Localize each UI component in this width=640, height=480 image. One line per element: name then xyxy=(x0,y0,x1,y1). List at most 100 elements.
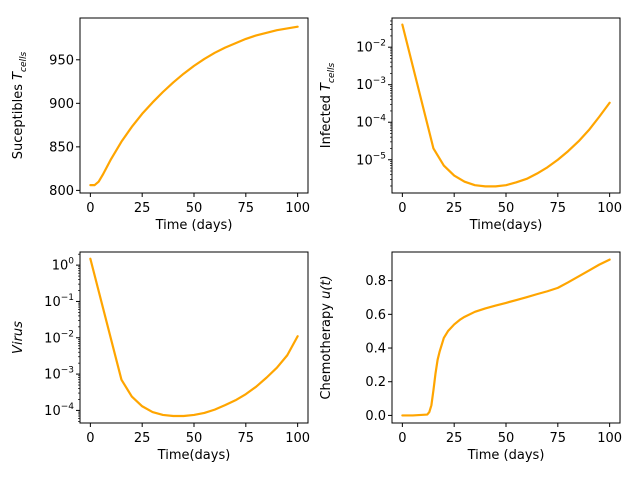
chemotherapy-data-point xyxy=(439,350,441,352)
virus-x-tick-label: 25 xyxy=(134,431,151,446)
infected-series-line xyxy=(401,23,611,188)
infected-data-point xyxy=(505,184,507,186)
virus-data-point xyxy=(120,379,122,381)
chemotherapy-axes-frame xyxy=(391,251,621,424)
chemotherapy-y-axis-label: Chemotherapy u(t) xyxy=(319,275,334,399)
virus-y-tick-label: 10−1 xyxy=(44,293,74,310)
chemotherapy-data-point xyxy=(495,304,497,306)
virus-data-point xyxy=(255,386,257,388)
infected-x-tick-label: 75 xyxy=(550,201,567,216)
susceptibles-data-point xyxy=(265,32,267,34)
chemotherapy-data-point xyxy=(526,296,528,298)
infected-data-point xyxy=(432,147,434,149)
virus-x-tick-label: 50 xyxy=(186,431,203,446)
virus-data-point xyxy=(245,393,247,395)
chemotherapy-y-tick-label: 0.4 xyxy=(365,342,386,357)
chemotherapy-data-point xyxy=(557,287,559,289)
infected-data-point xyxy=(443,164,445,166)
virus-y-axis-label: Virus xyxy=(11,321,26,354)
chemotherapy-y-tick-label: 0.0 xyxy=(365,409,386,424)
virus-axes-frame xyxy=(79,251,309,424)
infected-data-point xyxy=(401,24,403,26)
chemotherapy-data-point xyxy=(434,372,436,374)
infected-data-point xyxy=(546,166,548,168)
virus-data-point xyxy=(162,414,164,416)
infected-y-axis-label: Infected Tcells xyxy=(319,62,337,148)
susceptibles-data-point xyxy=(172,81,174,83)
chemotherapy-data-point xyxy=(447,330,449,332)
infected-data-point xyxy=(474,184,476,186)
virus-data-point xyxy=(286,354,288,356)
virus-data-point xyxy=(89,258,91,260)
susceptibles-y-tick-label: 900 xyxy=(49,97,74,112)
susceptibles-data-point xyxy=(224,47,226,49)
infected-data-point xyxy=(588,129,590,131)
susceptibles-data-point xyxy=(162,91,164,93)
virus-panel: 0 25 50 75 100 10−4 10−3 10−2 10−1 100 Time(days) V… xyxy=(11,251,310,463)
chemotherapy-data-point xyxy=(459,318,461,320)
susceptibles-data-point xyxy=(106,166,108,168)
infected-data-point xyxy=(484,185,486,187)
susceptibles-data-point xyxy=(89,184,91,186)
chemotherapy-data-point xyxy=(441,344,443,346)
virus-data-point xyxy=(193,414,195,416)
chemotherapy-data-point xyxy=(412,414,414,416)
infected-data-point xyxy=(567,150,569,152)
chemotherapy-data-point xyxy=(484,307,486,309)
chemotherapy-data-point xyxy=(426,413,428,415)
chemotherapy-data-point xyxy=(598,264,600,266)
virus-x-tick-label: 0 xyxy=(86,431,94,446)
chemotherapy-data-point xyxy=(546,290,548,292)
susceptibles-data-point xyxy=(131,126,133,128)
virus-data-point xyxy=(234,399,236,401)
susceptibles-data-point xyxy=(255,34,257,36)
susceptibles-panel: 0 25 50 75 100 800 850 900 950 Time (days) Sucepti… xyxy=(11,17,310,233)
chemotherapy-y-tick-label: 0.2 xyxy=(365,375,386,390)
susceptibles-series-line xyxy=(89,25,299,187)
infected-y-tick-label: 10−2 xyxy=(356,39,386,56)
infected-axes-frame xyxy=(391,17,621,194)
susceptibles-data-point xyxy=(297,26,299,28)
virus-y-tick-label: 10−4 xyxy=(44,402,74,419)
virus-data-point xyxy=(172,415,174,417)
chemotherapy-data-point xyxy=(567,281,569,283)
susceptibles-data-point xyxy=(120,141,122,143)
infected-data-point xyxy=(463,181,465,183)
chemotherapy-panel: 0 25 50 75 100 0.0 0.2 0.4 0.6 0.8 Time (days) Chem… xyxy=(319,251,622,463)
chemotherapy-data-point xyxy=(505,302,507,304)
virus-y-tick-label: 10−3 xyxy=(44,366,74,383)
susceptibles-axes-frame xyxy=(79,17,309,194)
susceptibles-data-point xyxy=(214,52,216,54)
susceptibles-data-point xyxy=(141,113,143,115)
chemotherapy-x-tick-label: 50 xyxy=(498,431,515,446)
susceptibles-data-point xyxy=(245,38,247,40)
chemotherapy-series-line xyxy=(401,258,611,417)
virus-data-point xyxy=(183,415,185,417)
chemotherapy-data-point xyxy=(577,275,579,277)
susceptibles-y-tick-label: 950 xyxy=(49,53,74,68)
chemotherapy-data-point xyxy=(515,299,517,301)
susceptibles-data-point xyxy=(93,184,95,186)
infected-x-tick-label: 25 xyxy=(446,201,463,216)
chemotherapy-data-point xyxy=(443,337,445,339)
infected-data-point xyxy=(495,185,497,187)
infected-x-tick-label: 50 xyxy=(498,201,515,216)
virus-data-point xyxy=(141,405,143,407)
susceptibles-x-tick-label: 75 xyxy=(238,201,255,216)
virus-data-point xyxy=(214,409,216,411)
susceptibles-data-point xyxy=(102,174,104,176)
virus-data-point xyxy=(276,367,278,369)
susceptibles-y-tick-label: 800 xyxy=(49,184,74,199)
infected-data-point xyxy=(515,181,517,183)
virus-data-point xyxy=(297,335,299,337)
infected-data-point xyxy=(609,102,611,104)
infected-x-tick-label: 100 xyxy=(597,201,622,216)
chemotherapy-data-point xyxy=(609,258,611,260)
virus-data-point xyxy=(224,404,226,406)
chemotherapy-y-tick-label: 0.6 xyxy=(365,308,386,323)
susceptibles-x-tick-label: 0 xyxy=(86,201,94,216)
susceptibles-x-tick-label: 50 xyxy=(186,201,203,216)
chemotherapy-x-tick-label: 75 xyxy=(550,431,567,446)
susceptibles-x-axis-label: Time (days) xyxy=(155,218,233,233)
chemotherapy-data-point xyxy=(588,269,590,271)
